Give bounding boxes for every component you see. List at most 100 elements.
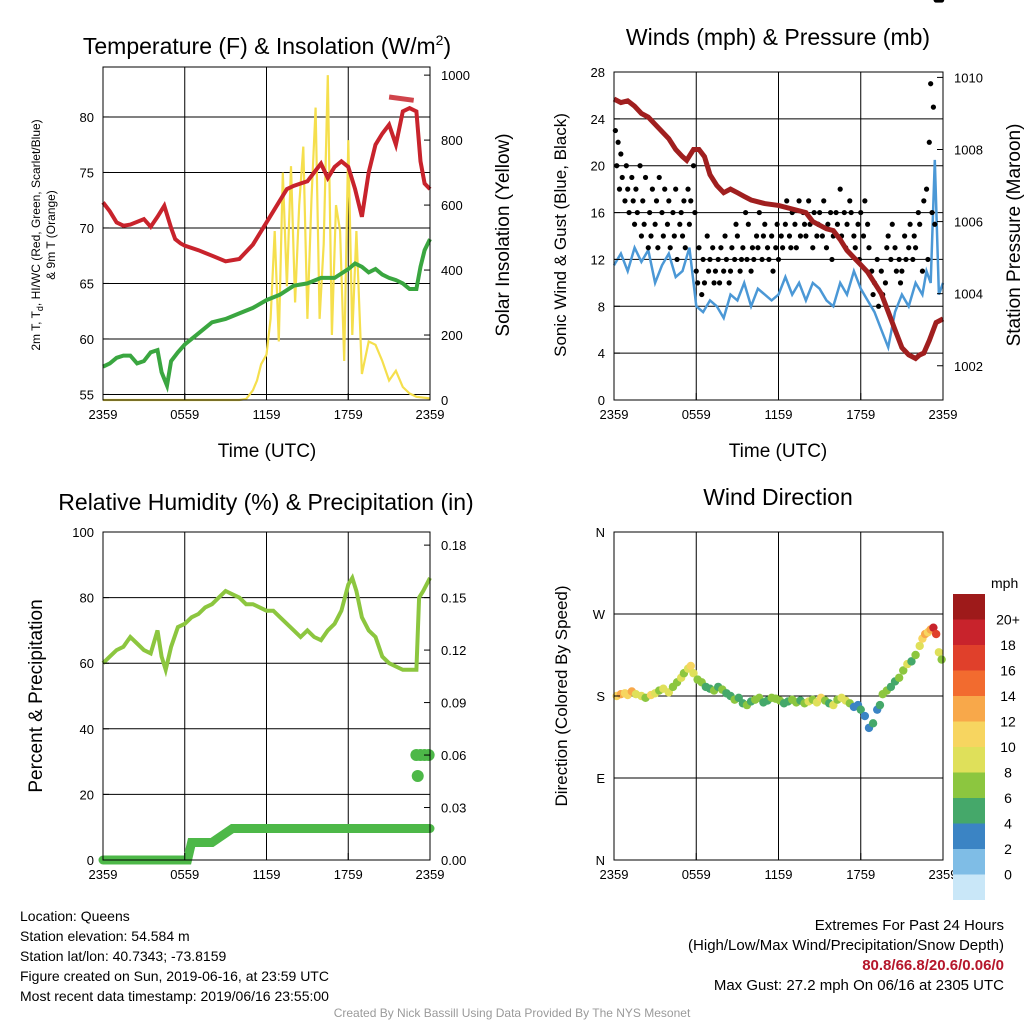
y2-tick-label: 400	[441, 263, 463, 278]
plot-frame	[613, 531, 944, 861]
gust-point	[806, 198, 812, 204]
gust-point	[929, 209, 935, 216]
gust-point	[671, 233, 677, 239]
gust-point	[911, 233, 917, 239]
direction-point	[907, 657, 916, 666]
gust-point	[855, 221, 861, 227]
gust-point	[811, 209, 817, 216]
colorbar-label: 16	[1000, 663, 1016, 679]
humidity-ylabel-left: Percent & Precipitation	[26, 599, 47, 792]
gust-point	[762, 221, 768, 227]
gust-point	[885, 233, 891, 239]
y-tick-label: 60	[80, 656, 94, 671]
gust-point	[775, 256, 782, 263]
gust-point	[751, 256, 757, 263]
gust-point	[664, 221, 671, 227]
gust-point	[882, 280, 889, 286]
gust-point	[740, 245, 746, 251]
gust-point	[667, 245, 673, 251]
colorbar: 20+ 18 16 14 12 10 8 6 4 2 0	[953, 594, 1020, 900]
gust-point	[866, 245, 872, 251]
extremes-title: Extremes For Past 24 Hours	[814, 917, 1004, 934]
gust-point	[930, 104, 937, 110]
x-tick-label: 1759	[334, 867, 363, 882]
gust-point	[932, 221, 938, 227]
gust-point	[870, 291, 876, 298]
gust-point	[778, 233, 784, 239]
gust-point	[712, 268, 719, 274]
gust-point	[616, 186, 623, 192]
winds-plot-area	[612, 0, 945, 362]
gust-point	[653, 198, 660, 204]
gust-point	[841, 209, 847, 216]
y-tick-label: 24	[591, 112, 605, 127]
gust-point	[858, 209, 864, 216]
gust-point	[710, 245, 716, 251]
x-tick-label: 2359	[600, 407, 629, 422]
gust-point	[926, 139, 932, 145]
extremes-subtitle: (High/Low/Max Wind/Precipitation/Snow De…	[688, 937, 1004, 954]
gust-point	[753, 233, 760, 239]
y-tick-label: 70	[80, 221, 94, 236]
y2-tick-label: 200	[441, 328, 463, 343]
gust-point	[892, 245, 898, 251]
gust-point	[823, 245, 830, 251]
gust-point	[919, 268, 926, 274]
direction-panel-title: Wind Direction	[703, 484, 853, 510]
colorbar-swatch	[953, 721, 985, 747]
colorbar-label: 2	[1004, 841, 1012, 857]
winds-ylabel-left: Sonic Wind & Gust (Blue, Black)	[551, 113, 570, 357]
gust-point	[696, 245, 702, 251]
dewpoint-line	[102, 238, 432, 393]
direction-point	[899, 666, 908, 675]
y-tick-label: 28	[591, 65, 605, 80]
colorbar-swatch	[953, 645, 985, 671]
colorbar-swatch	[953, 619, 985, 645]
y-tick-label: 80	[80, 591, 94, 606]
gust-point	[796, 198, 802, 204]
x-tick-label: 1159	[765, 407, 793, 422]
gust-point	[630, 198, 636, 204]
gust-point	[677, 221, 683, 227]
temperature-grid	[103, 67, 430, 400]
x-tick-label: 2359	[89, 407, 118, 422]
gust-point	[648, 233, 654, 239]
gust-point	[619, 174, 625, 181]
gust-point	[910, 256, 916, 263]
gust-point	[834, 221, 841, 227]
y2-tick-label: 1006	[954, 215, 983, 230]
gust-point	[917, 221, 923, 227]
direction-point	[937, 655, 946, 664]
y2-tick-label: 0.15	[441, 591, 466, 606]
x-tick-label: 1159	[253, 407, 281, 422]
gust-point	[634, 209, 640, 216]
gust-point	[875, 303, 882, 309]
gust-point	[770, 268, 776, 274]
y2-tick-label: 1000	[441, 68, 470, 83]
colorbar-label: 6	[1004, 790, 1012, 806]
x-tick-label: 1159	[253, 867, 281, 882]
gust-point	[679, 233, 686, 239]
direction-point	[860, 711, 870, 721]
gust-point	[852, 245, 858, 251]
temperature-axes: 2359 0559 1159 1759 235955606570758002004006…	[80, 66, 470, 422]
y-tick-label: 55	[80, 387, 94, 402]
temperature-panel-title: Temperature (F) & Insolation (W/m2)	[83, 32, 451, 59]
gust-point	[640, 198, 646, 204]
gust-point	[874, 256, 880, 263]
gust-point	[803, 233, 809, 239]
colorbar-label: 4	[1004, 816, 1012, 832]
gust-point	[615, 139, 621, 145]
gust-point	[638, 233, 645, 239]
gust-point	[660, 233, 666, 239]
gust-point	[903, 256, 909, 263]
gust-point	[788, 245, 794, 251]
gust-point	[907, 221, 913, 227]
gust-point	[878, 268, 884, 274]
gust-point	[814, 233, 820, 239]
gust-point	[649, 186, 655, 192]
y-tick-label: 80	[80, 110, 94, 125]
winds-xlabel: Time (UTC)	[729, 441, 828, 462]
temperature-9m-line	[388, 94, 415, 103]
